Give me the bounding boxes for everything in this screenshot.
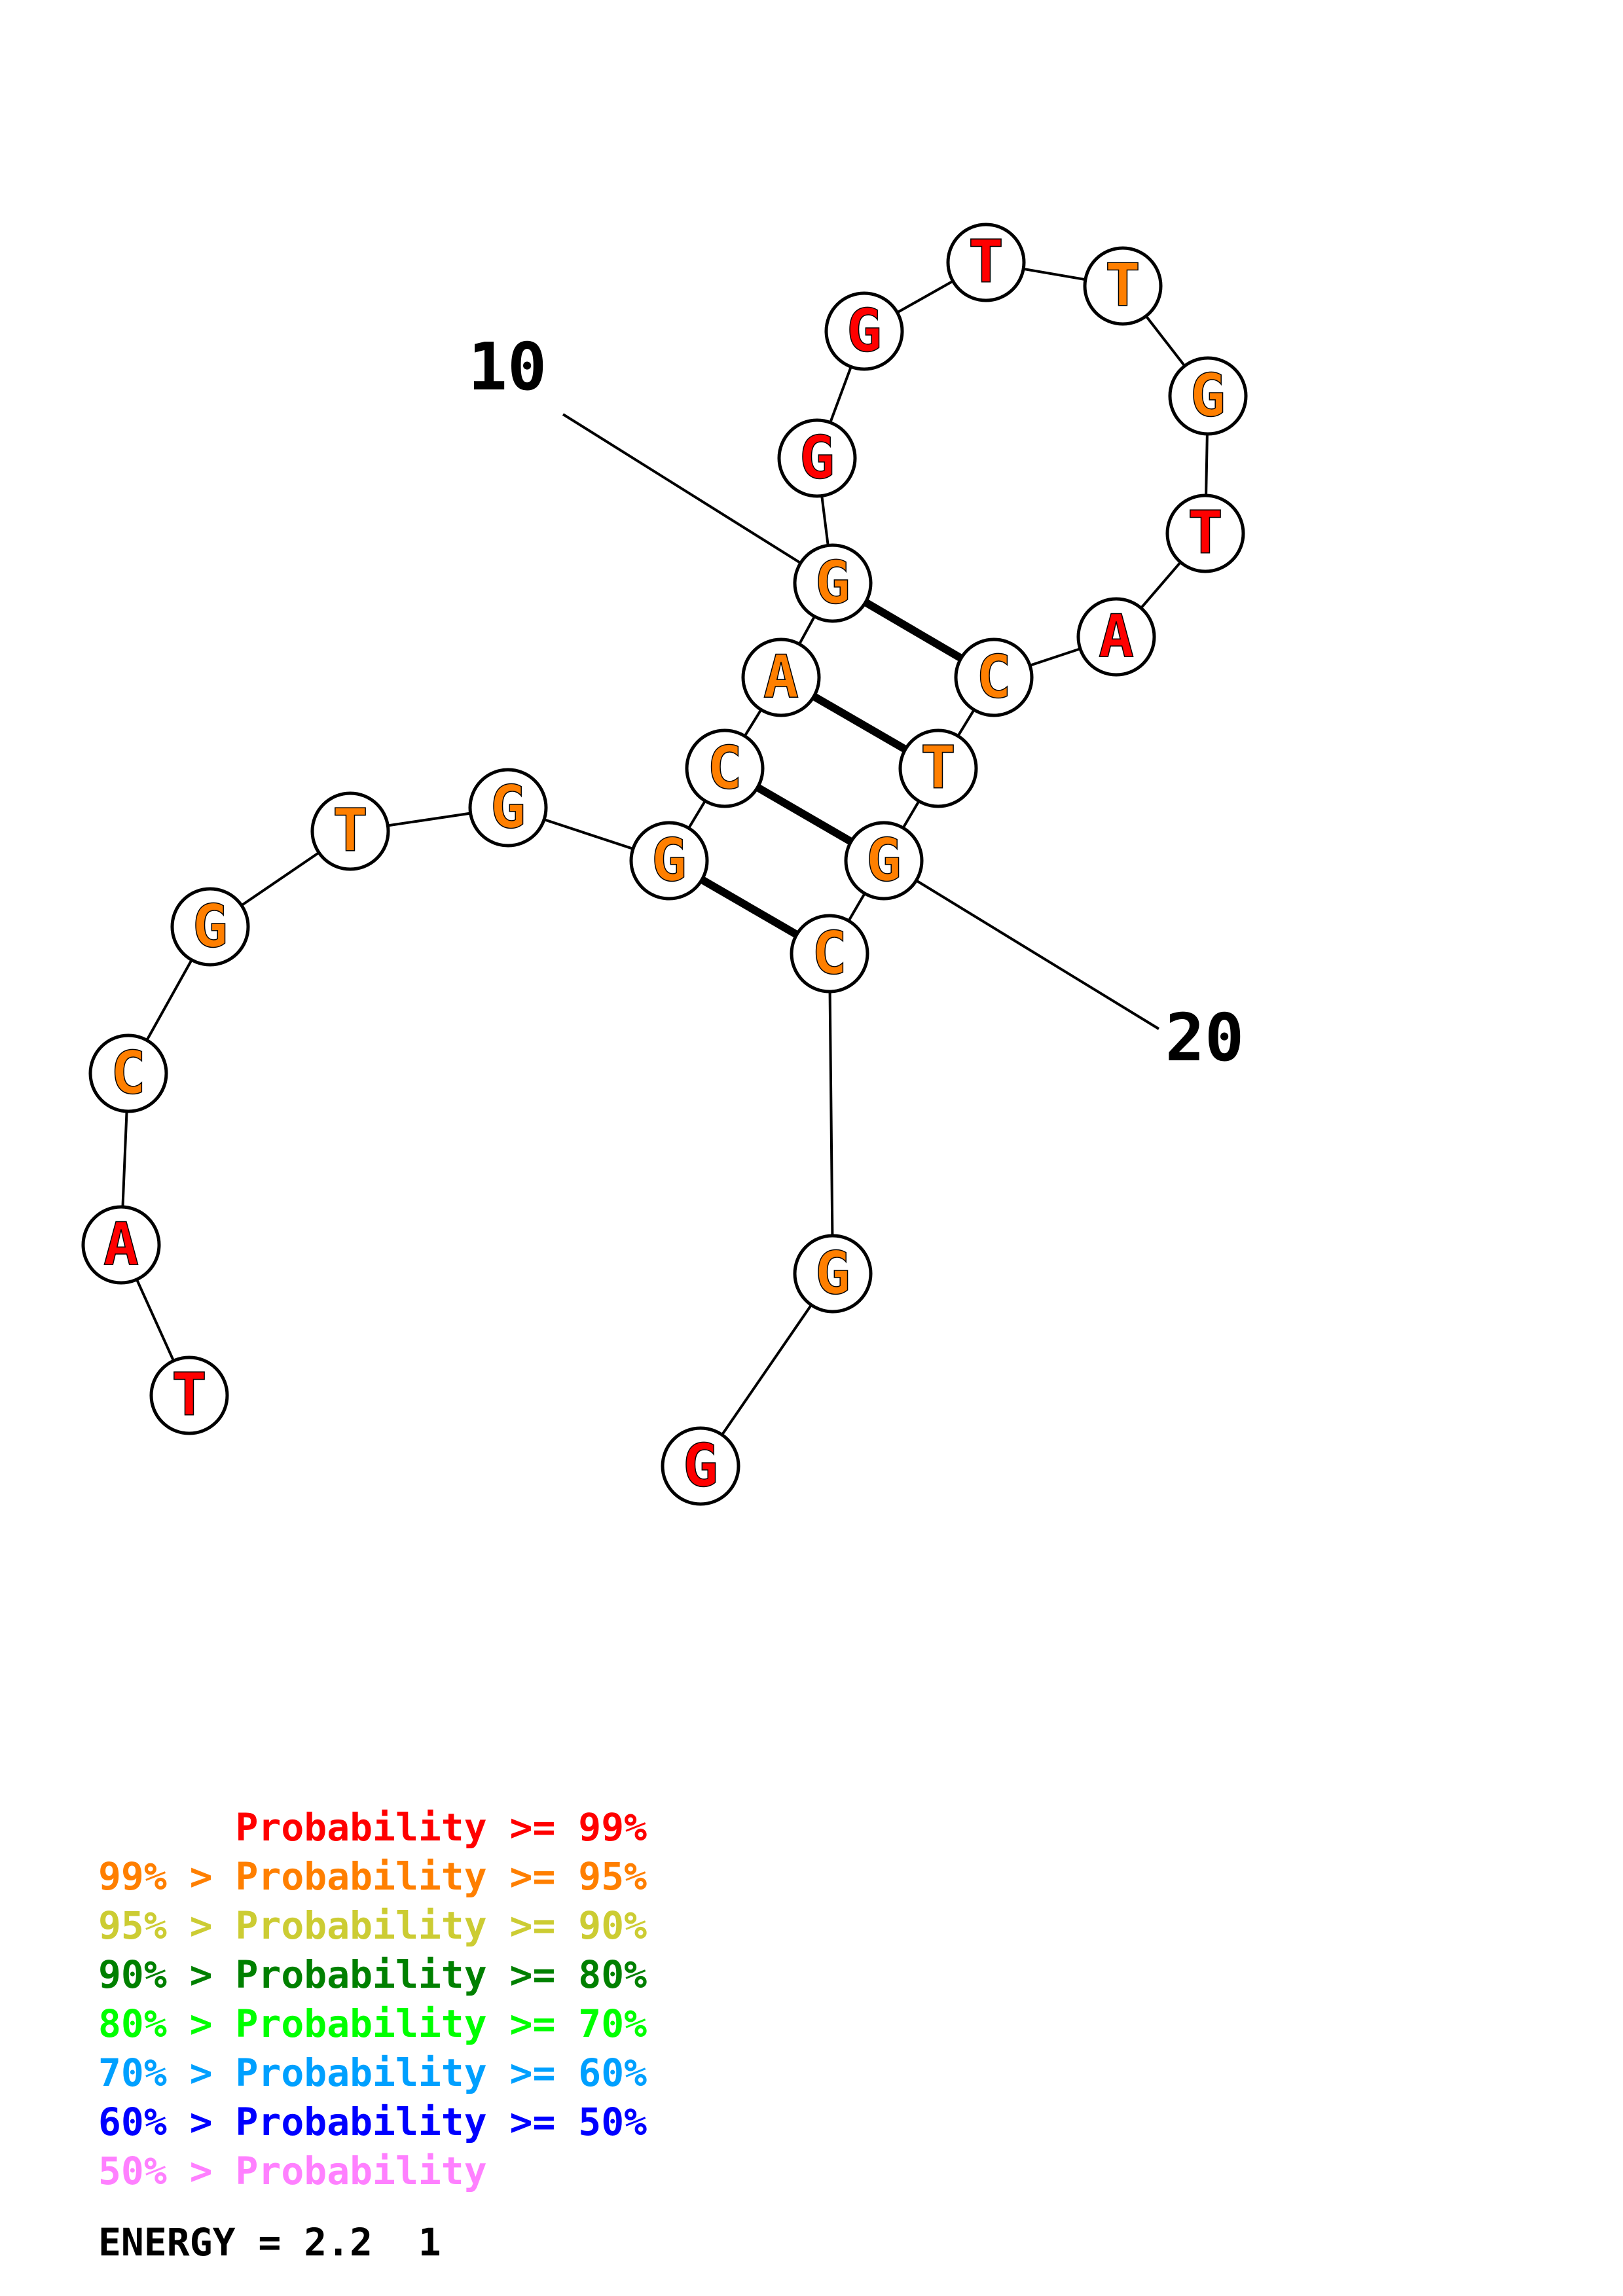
legend-row: 50% > Probability — [98, 2149, 487, 2193]
nucleotide-circle — [629, 821, 709, 901]
nucleotide-letter: A — [103, 1210, 139, 1279]
nucleotide-15: G — [1168, 356, 1248, 436]
nucleotide-6: G — [468, 768, 548, 848]
legend-row: 90% > Probability >= 80% — [98, 1952, 647, 1997]
position-label: 20 — [1165, 999, 1244, 1076]
nucleotide-14: T — [1083, 246, 1163, 326]
nucleotide-circle — [88, 1033, 168, 1113]
legend-row: Probability >= 99% — [98, 1805, 647, 1850]
nucleotide-letter: T — [968, 228, 1004, 296]
nucleotide-letter: C — [976, 643, 1012, 711]
nucleotide-10: G — [793, 543, 873, 623]
position-labels: 10 20 — [468, 329, 1244, 1076]
legend-row: 60% > Probability >= 50% — [98, 2100, 647, 2144]
nucleotide-8: C — [685, 728, 765, 808]
position-label: 10 — [468, 329, 547, 405]
nucleotide-letter: C — [707, 734, 742, 802]
nucleotide-letter: G — [490, 773, 526, 842]
nucleotide-3: C — [88, 1033, 168, 1113]
legend-row: 70% > Probability >= 60% — [98, 2051, 647, 2095]
nucleotide-letter: T — [172, 1361, 207, 1429]
legend-row: 99% > Probability >= 95% — [98, 1854, 647, 1899]
nucleotide-22: G — [793, 1234, 873, 1314]
nucleotide-circle — [1165, 493, 1245, 573]
nucleotide-circle — [844, 821, 924, 901]
nucleotide-letter: A — [763, 643, 799, 711]
nucleotide-letter: G — [192, 892, 228, 961]
nucleotide-circle — [170, 887, 250, 967]
nucleotide-18: C — [954, 637, 1034, 717]
nucleotide-letter: G — [847, 296, 882, 365]
nucleotide-circle — [310, 791, 390, 871]
nucleotide-letter: G — [651, 826, 687, 895]
position-label-pointer — [562, 413, 834, 584]
nucleotide-16: T — [1165, 493, 1245, 573]
nucleotide-circle — [661, 1426, 740, 1506]
nucleotide-letter: C — [111, 1039, 146, 1107]
nucleotide-circle — [954, 637, 1034, 717]
nucleotide-circle — [685, 728, 765, 808]
backbone-link — [828, 953, 834, 1274]
nucleotide-letter: G — [866, 826, 902, 895]
nucleotide-circle — [777, 418, 857, 498]
nucleotide-17: A — [1076, 597, 1156, 677]
nucleotide-circle — [741, 637, 821, 717]
nucleotide-letter: G — [1190, 361, 1226, 430]
nucleotide-2: A — [81, 1205, 161, 1285]
nucleotide-letter: G — [815, 1239, 850, 1308]
nucleotide-circle — [1168, 356, 1248, 436]
nucleotide-19: T — [898, 728, 978, 808]
nucleotide-letter: G — [683, 1431, 718, 1500]
nucleotide-4: G — [170, 887, 250, 967]
nucleotide-circle — [793, 1234, 873, 1314]
probability-legend: Probability >= 99% 99% > Probability >= 9… — [98, 1803, 647, 2196]
nucleotide-circle — [1083, 246, 1163, 326]
legend-row: 95% > Probability >= 90% — [98, 1903, 647, 1948]
nucleotide-circle — [946, 223, 1026, 302]
nucleotide-letter: T — [921, 734, 956, 802]
nucleotide-letter: C — [812, 919, 847, 988]
nucleotide-circle — [468, 768, 548, 848]
nucleotide-letter: T — [1188, 499, 1223, 567]
nucleotide-1: T — [149, 1355, 229, 1435]
nucleotide-11: G — [777, 418, 857, 498]
nucleotide-letter: G — [799, 423, 835, 492]
nucleotide-circle — [81, 1205, 161, 1285]
energy-label: ENERGY = 2.2 1 — [98, 2220, 441, 2265]
nucleotide-5: T — [310, 791, 390, 871]
legend-row: 80% > Probability >= 70% — [98, 2001, 647, 2046]
nucleotide-12: G — [824, 291, 904, 371]
nucleotide-letter: T — [333, 797, 368, 865]
nucleotide-23: G — [661, 1426, 740, 1506]
nucleotide-20: G — [844, 821, 924, 901]
nucleotide-circle — [898, 728, 978, 808]
nucleotide-7: G — [629, 821, 709, 901]
nucleotide-letter: T — [1105, 251, 1140, 320]
nucleotide-circle — [1076, 597, 1156, 677]
position-label-pointer — [883, 859, 1160, 1030]
nucleotide-circle — [824, 291, 904, 371]
nucleotide-13: T — [946, 223, 1026, 302]
nucleotide-circle — [149, 1355, 229, 1435]
nucleotide-21: C — [790, 914, 869, 994]
nucleotide-circle — [793, 543, 873, 623]
nucleotide-circle — [790, 914, 869, 994]
nucleotide-9: A — [741, 637, 821, 717]
nucleotide-letter: A — [1099, 602, 1134, 671]
nucleotide-letter: G — [815, 548, 850, 617]
